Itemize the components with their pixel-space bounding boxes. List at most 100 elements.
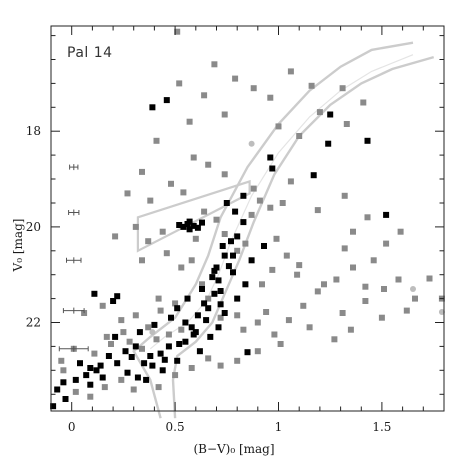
y-tick-label: 20 — [26, 220, 41, 234]
star-point-field — [201, 208, 208, 215]
star-point-member — [201, 300, 208, 307]
star-point-field — [248, 211, 255, 218]
star-point-field — [341, 192, 348, 199]
star-point-field — [296, 133, 303, 139]
star-point-field — [254, 319, 261, 326]
star-point-field — [172, 372, 179, 379]
star-point-field — [426, 275, 433, 282]
star-point-field — [112, 233, 119, 240]
star-point-field — [126, 338, 133, 345]
star-point-field — [314, 207, 321, 214]
star-point-member — [230, 269, 236, 276]
star-point-light — [248, 140, 255, 147]
star-point-field — [178, 264, 185, 271]
star-point-field — [188, 257, 195, 264]
x-tick-label: 0.5 — [166, 420, 185, 434]
star-point-field — [316, 109, 323, 116]
star-point-field — [287, 68, 294, 75]
star-point-field — [350, 228, 356, 235]
star-point-field — [165, 331, 172, 338]
star-point-member — [267, 154, 274, 161]
star-point-member — [87, 365, 94, 371]
star-point-member — [136, 329, 143, 336]
star-point-field — [383, 240, 390, 247]
star-point-field — [362, 298, 369, 304]
star-point-member — [114, 293, 121, 300]
star-point-field — [130, 386, 137, 393]
star-point-field — [180, 189, 187, 196]
star-point-field — [188, 365, 195, 371]
star-point-field — [139, 168, 145, 175]
star-point-field — [174, 28, 181, 35]
star-point-field — [381, 286, 387, 292]
star-point-field — [250, 185, 257, 192]
star-point-field — [234, 247, 241, 254]
star-point-member — [132, 343, 139, 350]
star-point-member — [176, 222, 183, 228]
star-point-member — [83, 372, 90, 379]
star-point-field — [87, 393, 94, 400]
star-point-member — [151, 321, 158, 328]
star-point-member — [232, 208, 239, 215]
star-point-field — [147, 197, 154, 204]
star-point-field — [205, 161, 212, 168]
star-point-member — [221, 310, 228, 316]
star-point-field — [347, 326, 354, 333]
star-point-light — [410, 286, 416, 292]
star-point-field — [60, 367, 67, 374]
x-tick-label: 0 — [68, 420, 76, 434]
star-point-member — [163, 97, 170, 104]
star-point-field — [132, 223, 139, 230]
star-point-field — [271, 331, 278, 338]
star-point-field — [101, 384, 108, 391]
star-point-member — [209, 274, 216, 281]
star-point-member — [97, 362, 104, 369]
star-point-member — [228, 238, 234, 245]
star-point-member — [234, 233, 241, 240]
star-point-field — [139, 345, 145, 352]
star-point-field — [283, 252, 290, 259]
star-point-member — [143, 376, 150, 383]
star-point-member — [62, 396, 69, 402]
star-point-member — [194, 224, 201, 231]
star-point-member — [217, 301, 224, 308]
star-point-member — [196, 348, 203, 355]
star-point-field — [250, 85, 257, 92]
star-point-member — [261, 243, 267, 249]
star-point-member — [199, 286, 205, 292]
star-point-member — [194, 312, 201, 319]
star-point-member — [225, 263, 232, 270]
x-axis-label: (B−V)₀ [mag] — [193, 442, 274, 456]
star-point-member — [147, 353, 154, 359]
star-point-member — [50, 403, 57, 410]
star-point-member — [217, 288, 224, 294]
star-point-light — [149, 329, 156, 336]
star-point-member — [87, 381, 94, 388]
star-point-field — [378, 314, 385, 321]
star-point-member — [149, 104, 156, 111]
star-point-field — [279, 200, 286, 206]
star-point-field — [360, 99, 367, 106]
star-point-member — [99, 374, 106, 381]
star-point-member — [199, 219, 205, 226]
star-point-field — [192, 235, 199, 242]
star-point-member — [211, 267, 218, 274]
star-point-field — [178, 326, 185, 333]
star-point-field — [341, 245, 348, 252]
star-point-field — [199, 281, 205, 288]
star-point-field — [232, 75, 239, 82]
x-tick-label: 1.5 — [372, 420, 391, 434]
plot-frame — [50, 25, 445, 412]
star-point-field — [259, 281, 265, 288]
star-point-member — [325, 140, 332, 147]
star-point-field — [103, 333, 110, 340]
star-point-field — [294, 271, 301, 278]
star-point-field — [157, 307, 164, 314]
star-point-field — [397, 228, 404, 235]
star-point-field — [254, 348, 261, 355]
star-point-field — [308, 82, 315, 89]
star-point-field — [267, 204, 274, 211]
star-point-member — [223, 200, 230, 206]
star-point-field — [240, 326, 247, 333]
